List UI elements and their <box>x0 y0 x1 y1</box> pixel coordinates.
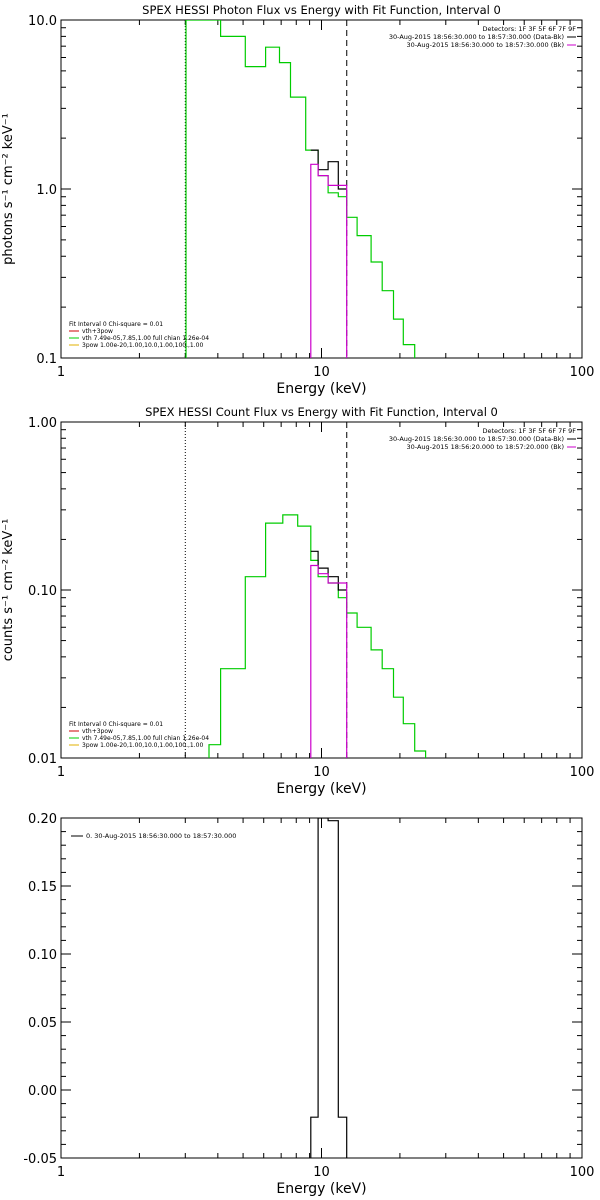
x-axis-label: Energy (keV) <box>276 781 366 797</box>
x-axis-label: Energy (keV) <box>276 1181 366 1197</box>
legend-tl-item: 0. 30-Aug-2015 18:56:30.000 to 18:57:30.… <box>86 832 236 840</box>
legend-bl-item: 3pow 1.00e-20,1.00,10.0,1.00,100.,1.00 <box>82 742 203 749</box>
series-line <box>310 550 347 591</box>
y-tick-label: 0.01 <box>28 752 57 767</box>
x-tick-label: 10 <box>313 365 330 380</box>
y-axis-label: counts s⁻¹ cm⁻² keV⁻¹ <box>1 519 16 662</box>
x-tick-label: 10 <box>313 765 330 780</box>
x-tick-label: 10 <box>313 1165 330 1180</box>
y-tick-label: 0.10 <box>28 948 57 963</box>
legend-bl-item: vth+3pow <box>82 328 113 335</box>
series-group <box>208 514 427 758</box>
y-tick-label: 0.10 <box>28 584 57 599</box>
legend-tr-item: 30-Aug-2015 18:56:30.000 to 18:57:30.000… <box>407 41 564 49</box>
y-tick-label: 1.00 <box>28 416 57 431</box>
legend-bl-item: Fit Interval 0 Chi-square = 0.01 <box>69 321 163 328</box>
legend-bl-item: vth 7.49e-05,7.85,1.00 full chian 1.26e-… <box>82 335 209 342</box>
x-axis-label: Energy (keV) <box>276 381 366 397</box>
legend-bl-item: vth+3pow <box>82 728 113 735</box>
plot-frame <box>60 421 583 759</box>
x-tick-label: 1 <box>57 765 65 780</box>
y-tick-label: 0.00 <box>28 1084 57 1099</box>
legend-tr-item: 30-Aug-2015 18:56:30.000 to 18:57:30.000… <box>389 33 564 41</box>
y-tick-label: 0.1 <box>36 352 57 367</box>
x-tick-label: 100 <box>570 1165 595 1180</box>
legend-tr-item: Detectors: 1F 3F 5F 6F 7F 9F <box>482 427 576 435</box>
y-tick-label: 0.05 <box>28 1016 57 1031</box>
chart-title: SPEX HESSI Photon Flux vs Energy with Fi… <box>142 3 501 17</box>
legend-bl-item: 3pow 1.00e-20,1.00,10.0,1.00,100.,1.00 <box>82 342 203 349</box>
legend-bl-item: vth 7.49e-05,7.85,1.00 full chian 1.26e-… <box>82 735 209 742</box>
y-tick-label: -0.05 <box>23 1152 57 1167</box>
y-tick-label: 0.20 <box>28 812 57 827</box>
plot-frame <box>60 19 583 359</box>
y-tick-label: 0.15 <box>28 880 57 895</box>
x-tick-label: 1 <box>57 365 65 380</box>
series-line <box>185 20 416 358</box>
chart-title: SPEX HESSI Count Flux vs Energy with Fit… <box>145 405 498 419</box>
legend-tr-item: 30-Aug-2015 18:56:20.000 to 18:57:20.000… <box>407 443 564 451</box>
x-tick-label: 1 <box>57 1165 65 1180</box>
series-line <box>310 163 348 358</box>
y-axis-label: photons s⁻¹ cm⁻² keV⁻¹ <box>1 113 16 265</box>
series-group <box>185 20 416 358</box>
series-group <box>310 818 348 1158</box>
x-tick-label: 100 <box>570 365 595 380</box>
plot-frame <box>60 817 583 1159</box>
legend-tr-item: Detectors: 1F 3F 5F 6F 7F 9F <box>482 25 576 33</box>
y-tick-label: 10.0 <box>28 14 57 29</box>
x-tick-label: 100 <box>570 765 595 780</box>
series-line <box>310 564 348 758</box>
legend-bl-item: Fit Interval 0 Chi-square = 0.01 <box>69 721 163 728</box>
series-line <box>310 818 348 1158</box>
y-tick-label: 1.0 <box>36 183 57 198</box>
series-line <box>310 149 347 190</box>
legend-tr-item: 30-Aug-2015 18:56:30.000 to 18:57:30.000… <box>389 435 564 443</box>
